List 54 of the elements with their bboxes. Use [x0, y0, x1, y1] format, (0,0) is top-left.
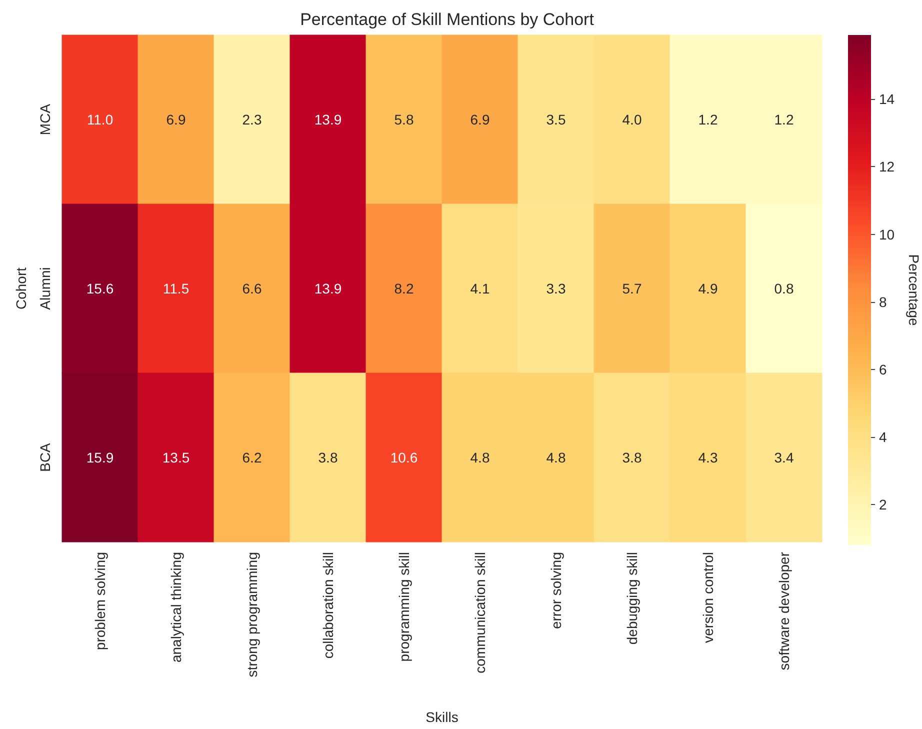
color-bar-title: Percentage	[906, 254, 922, 326]
x-tick-label: software developer	[776, 552, 792, 670]
data-label: 3.4	[774, 450, 794, 466]
color-bar-label: 12	[879, 158, 895, 175]
x-tick-label: analytical thinking	[168, 552, 184, 663]
data-label: 13.9	[314, 112, 342, 128]
data-label: 11.0	[86, 112, 114, 128]
data-label: 6.6	[242, 280, 262, 296]
y-axis-title: Cohort	[13, 267, 29, 310]
x-tick-label: version control	[700, 552, 716, 644]
data-label: 5.8	[394, 112, 414, 128]
y-tick-label: MCA	[37, 103, 53, 136]
data-label: 3.3	[546, 280, 566, 296]
data-label: 11.5	[162, 280, 190, 296]
data-label: 15.6	[86, 280, 114, 296]
color-bar-label: 2	[879, 496, 887, 512]
data-label: 4.8	[470, 450, 490, 466]
x-tick-label: problem solving	[92, 552, 108, 650]
data-label: 5.7	[622, 280, 642, 296]
data-label: 8.2	[394, 280, 414, 296]
data-label: 10.6	[390, 450, 418, 466]
x-axis-title: Skills	[426, 709, 458, 725]
data-label: 6.2	[242, 450, 262, 466]
data-label: 1.2	[774, 112, 794, 128]
chart-title: Percentage of Skill Mentions by Cohort	[300, 10, 594, 29]
color-bar-label: 4	[879, 428, 887, 445]
data-label: 13.5	[162, 450, 190, 466]
data-label: 3.8	[622, 450, 642, 466]
data-label: 4.1	[470, 280, 490, 296]
data-label: 13.9	[314, 280, 342, 296]
data-label: 6.9	[470, 112, 490, 128]
y-tick-label: BCA	[37, 442, 53, 472]
data-label: 0.8	[774, 280, 794, 296]
x-tick-label: communication skill	[472, 552, 488, 674]
data-label: 3.8	[318, 450, 338, 466]
data-label: 1.2	[698, 112, 718, 128]
x-tick-label: programming skill	[396, 552, 412, 662]
data-label: 4.9	[698, 280, 718, 296]
y-tick-label: Alumni	[37, 267, 53, 310]
data-label: 4.0	[622, 112, 642, 128]
data-label: 15.9	[86, 450, 114, 466]
x-tick-label: debugging skill	[624, 552, 640, 645]
color-bar-label: 10	[879, 226, 895, 242]
data-label: 2.3	[242, 112, 262, 128]
color-bar-label: 14	[879, 91, 895, 108]
data-label: 4.8	[546, 450, 566, 466]
x-tick-label: collaboration skill	[320, 552, 336, 659]
color-bar-label: 8	[879, 294, 887, 310]
data-label: 3.5	[546, 112, 566, 128]
color-bar-label: 6	[879, 361, 887, 378]
x-tick-label: error solving	[548, 552, 564, 630]
data-label: 6.9	[166, 112, 186, 128]
x-tick-label: strong programming	[244, 552, 260, 678]
data-label: 4.3	[698, 450, 718, 466]
